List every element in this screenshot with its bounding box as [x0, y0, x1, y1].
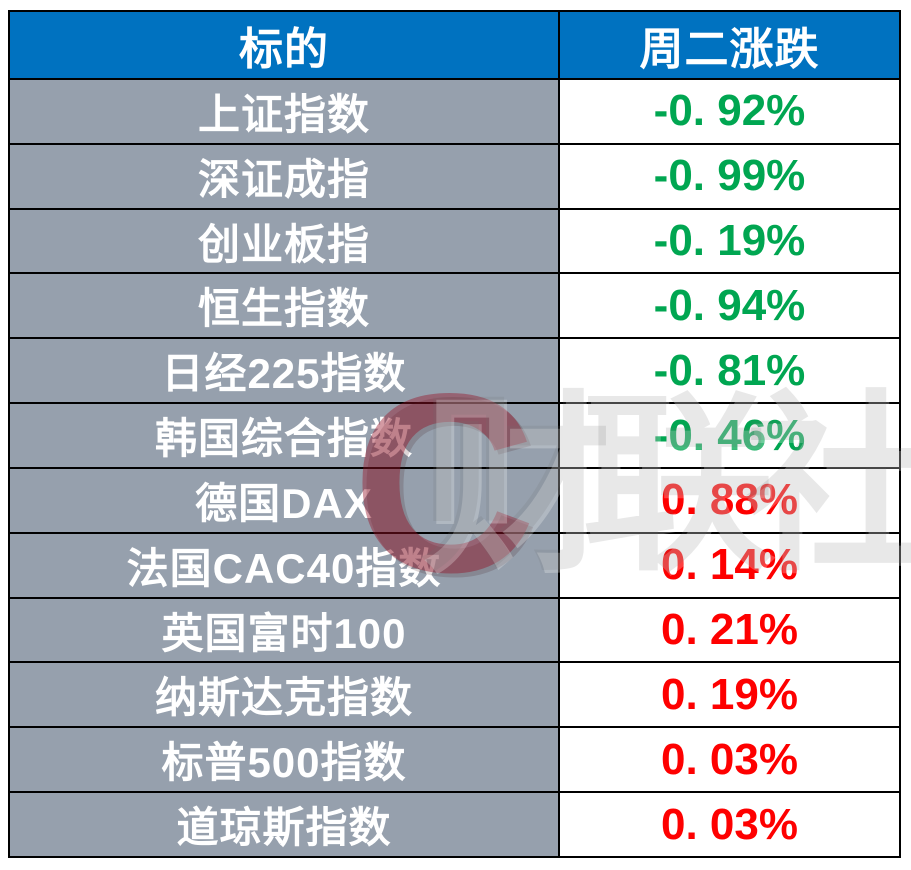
index-name-cell: 德国DAX	[10, 468, 560, 532]
index-name-cell: 标普500指数	[10, 728, 560, 792]
change-value-cell: -0. 19%	[560, 209, 899, 273]
change-value-cell: 0. 03%	[560, 728, 899, 792]
index-name-cell: 日经225指数	[10, 339, 560, 403]
header-cell-tuesday-change: 周二涨跌	[560, 12, 899, 78]
change-value-cell: 0. 21%	[560, 598, 899, 662]
index-name-cell: 深证成指	[10, 144, 560, 208]
table-row: 德国DAX 0. 88%	[10, 466, 899, 532]
index-name-cell: 韩国综合指数	[10, 404, 560, 467]
table-row: 法国CAC40指数 0. 14%	[10, 531, 899, 597]
table-row: 深证成指 -0. 99%	[10, 142, 899, 208]
change-value-cell: 0. 19%	[560, 663, 899, 727]
change-value-cell: -0. 99%	[560, 144, 899, 208]
table-row: 标普500指数 0. 03%	[10, 726, 899, 792]
change-value-cell: -0. 46%	[560, 404, 899, 467]
change-value-cell: 0. 03%	[560, 793, 899, 856]
index-name-cell: 纳斯达克指数	[10, 663, 560, 727]
index-name-cell: 上证指数	[10, 80, 560, 143]
table-row: 日经225指数 -0. 81%	[10, 337, 899, 403]
change-value-cell: -0. 92%	[560, 80, 899, 143]
change-value-cell: -0. 81%	[560, 339, 899, 403]
index-name-cell: 英国富时100	[10, 598, 560, 662]
index-name-cell: 创业板指	[10, 209, 560, 273]
index-name-cell: 恒生指数	[10, 274, 560, 338]
table-row: 创业板指 -0. 19%	[10, 207, 899, 273]
table-row: 道琼斯指数 0. 03%	[10, 791, 899, 856]
change-value-cell: 0. 88%	[560, 468, 899, 532]
table-row: 韩国综合指数 -0. 46%	[10, 402, 899, 467]
table-row: 恒生指数 -0. 94%	[10, 272, 899, 338]
table-row: 上证指数 -0. 92%	[10, 78, 899, 143]
index-change-table: 标的 周二涨跌 上证指数 -0. 92% 深证成指 -0. 99% 创业板指 -…	[8, 10, 901, 858]
table-row: 纳斯达克指数 0. 19%	[10, 661, 899, 727]
change-value-cell: -0. 94%	[560, 274, 899, 338]
index-name-cell: 道琼斯指数	[10, 793, 560, 856]
change-value-cell: 0. 14%	[560, 533, 899, 597]
index-name-cell: 法国CAC40指数	[10, 533, 560, 597]
table-header-row: 标的 周二涨跌	[10, 12, 899, 78]
header-cell-target: 标的	[10, 12, 560, 78]
table-row: 英国富时100 0. 21%	[10, 596, 899, 662]
